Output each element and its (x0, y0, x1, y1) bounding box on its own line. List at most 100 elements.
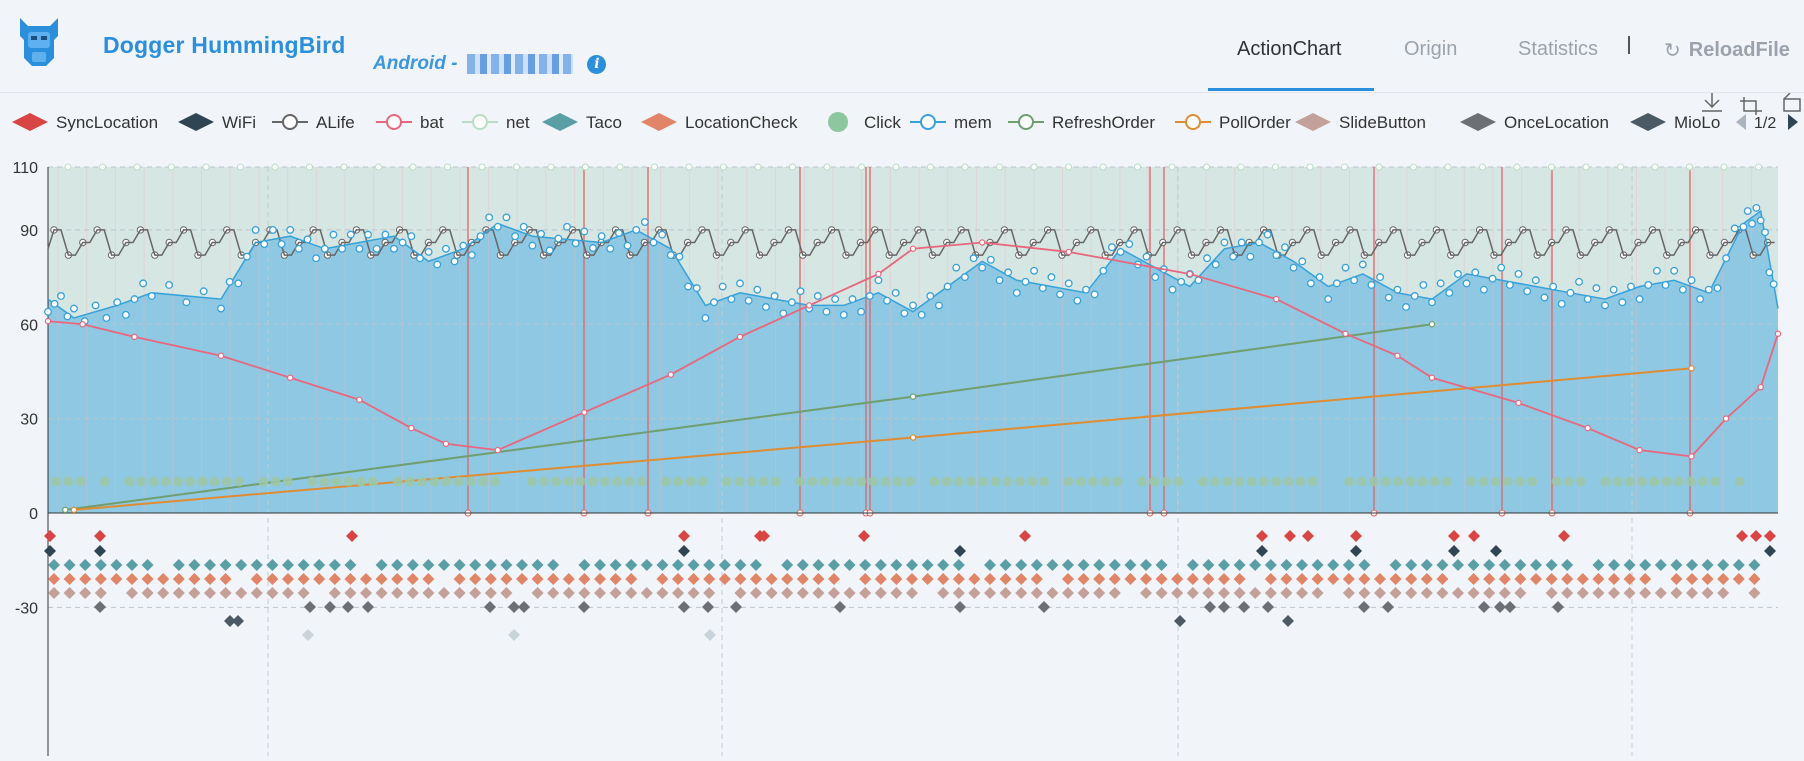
click-point (1710, 476, 1721, 487)
bat-point (356, 396, 363, 403)
mem-point (1410, 292, 1419, 300)
y-tick-label: 30 (20, 412, 38, 429)
click-point (929, 476, 940, 487)
legend-item-wifi[interactable]: WiFi (178, 113, 256, 132)
bat-point (875, 270, 882, 278)
mem-point (485, 213, 494, 222)
locationcheck-point (63, 573, 76, 585)
bat-point (1342, 330, 1349, 337)
mem-point (1004, 268, 1013, 277)
mem-point (762, 303, 770, 311)
locationcheck-point (1140, 573, 1152, 585)
legend-label-slidebutton: SlideButton (1339, 113, 1426, 132)
mem-point (493, 222, 502, 231)
mem-point (822, 307, 831, 316)
reload-file-button[interactable]: ↻ ReloadFile (1664, 38, 1790, 63)
crop-icon[interactable] (1740, 97, 1762, 115)
legend-item-taco[interactable]: Taco (542, 113, 622, 132)
locationcheck-point (1374, 573, 1386, 585)
wifi-point (1350, 545, 1362, 557)
net-point (996, 163, 1003, 171)
net-point (340, 163, 348, 171)
legend-prev-icon[interactable] (1736, 114, 1746, 130)
locationcheck-point (531, 573, 544, 585)
legend-item-mem[interactable]: mem (910, 113, 992, 132)
locationcheck-point (1389, 573, 1402, 585)
slidebutton-point (1483, 587, 1496, 599)
net-point (720, 163, 727, 171)
action-chart-svg[interactable]: SyncLocation WiFi ALife bat net Taco LocationC… (0, 92, 1804, 756)
mem-point (1255, 238, 1263, 247)
legend-item-slidebutton[interactable]: SlideButton (1295, 113, 1426, 132)
info-icon[interactable]: i (587, 54, 607, 74)
restore-icon[interactable] (1783, 92, 1801, 112)
click-point (1246, 476, 1257, 487)
legend-item-bat[interactable]: bat (376, 113, 444, 132)
wifi-point (94, 545, 106, 557)
taco-point (516, 559, 528, 571)
download-icon[interactable] (1702, 93, 1722, 112)
y-tick-label: 60 (20, 317, 38, 334)
mem-point (1376, 273, 1385, 282)
legend-next-icon[interactable] (1788, 114, 1798, 130)
tab-actionchart[interactable]: ActionChart (1237, 38, 1342, 60)
slidebutton-point (1015, 587, 1028, 599)
legend-item-alife[interactable]: ALife (272, 113, 355, 132)
net-point (1134, 163, 1141, 171)
legend-item-miolo[interactable]: MioLo (1630, 113, 1720, 132)
legend-item-oncelocation[interactable]: OnceLocation (1460, 113, 1609, 132)
click-point (148, 476, 159, 487)
mem-point (1237, 238, 1246, 247)
taco-point (126, 559, 138, 571)
taco-point (1545, 559, 1558, 571)
mem-point (1765, 268, 1774, 277)
click-point (343, 476, 354, 487)
mem-point (1428, 298, 1436, 307)
tab-origin[interactable]: Origin (1404, 38, 1458, 60)
slidebutton-point (1748, 587, 1761, 599)
oncelocation-point (678, 601, 690, 613)
legend-item-locationcheck[interactable]: LocationCheck (641, 113, 798, 132)
click-point (331, 476, 342, 487)
locationcheck-point (781, 573, 794, 585)
taco-point (1654, 559, 1667, 571)
oncelocation-point (1382, 601, 1394, 613)
click-point (1307, 476, 1318, 487)
bat-point (408, 424, 415, 432)
slidebutton-point (999, 587, 1012, 599)
click-point (490, 476, 501, 487)
locationcheck-point (1233, 573, 1246, 585)
locationcheck-point (48, 573, 60, 585)
chart-legend: SyncLocation WiFi ALife bat net Taco LocationC… (12, 107, 1804, 139)
taco-point (266, 559, 279, 571)
click-point (1271, 476, 1281, 487)
taco-point (1405, 559, 1418, 571)
mem-point (1012, 288, 1021, 297)
locationcheck-point (1420, 573, 1433, 585)
mem-point (121, 310, 130, 319)
locationcheck-point (297, 573, 310, 585)
legend-item-net[interactable]: net (462, 113, 530, 132)
mem-point (1687, 276, 1696, 285)
net-point (133, 163, 141, 171)
click-point (307, 476, 318, 487)
click-point (1527, 476, 1538, 487)
synclocation-point (1302, 530, 1314, 542)
locationcheck-point (188, 573, 201, 585)
slidebutton-point (1108, 587, 1121, 599)
mem-point (407, 232, 416, 241)
action-chart[interactable]: SyncLocation WiFi ALife bat net Taco LocationC… (0, 92, 1804, 756)
tab-statistics[interactable]: Statistics (1518, 38, 1599, 60)
slidebutton-point (562, 587, 575, 599)
taco-point (1530, 559, 1542, 571)
mem-point (848, 295, 857, 304)
legend-item-click[interactable]: Click (828, 112, 901, 132)
legend-item-pollorder[interactable]: PollOrder (1175, 113, 1291, 132)
legend-item-synclocation[interactable]: SyncLocation (12, 113, 158, 132)
locationcheck-point (1342, 573, 1355, 585)
locationcheck-point (1561, 573, 1574, 585)
click-point (1161, 476, 1172, 487)
oncelocation-point (94, 601, 106, 613)
legend-item-refreshorder[interactable]: RefreshOrder (1008, 113, 1155, 132)
click-point (905, 476, 915, 487)
